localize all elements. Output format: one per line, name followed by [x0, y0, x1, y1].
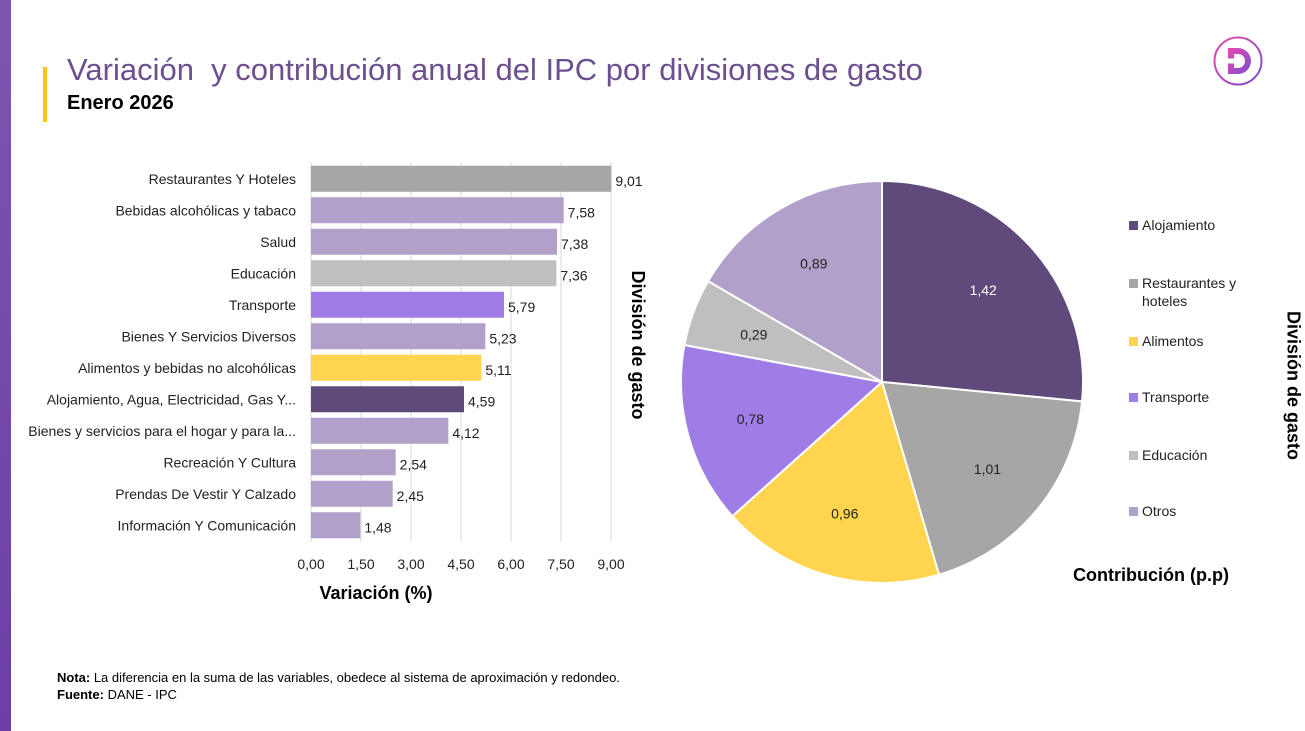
- category-label: Bienes Y Servicios Diversos: [121, 328, 296, 344]
- legend-label: Otros: [1142, 503, 1177, 519]
- bar-value-label: 5,23: [489, 330, 516, 346]
- category-label: Restaurantes Y Hoteles: [149, 171, 296, 187]
- footnotes: Nota: La diferencia en la suma de las va…: [57, 669, 620, 703]
- bar-value-label: 7,58: [568, 204, 595, 220]
- legend-label: Transporte: [1142, 389, 1210, 405]
- bar-x-axis-title: Variación (%): [319, 583, 432, 603]
- legend-label: Alimentos: [1142, 333, 1204, 349]
- bar: [311, 417, 449, 444]
- bar: [311, 323, 486, 350]
- category-label: Información Y Comunicación: [118, 517, 296, 533]
- pie-slice-label: 0,29: [740, 326, 767, 342]
- variation-bar-chart: 0,00 1,50 3,00 4,50 6,00 7,50 9,00 Restaurantes…: [28, 162, 648, 603]
- category-label: Transporte: [229, 297, 296, 313]
- category-label: Educación: [231, 265, 296, 281]
- legend-label: Educación: [1142, 447, 1208, 463]
- bar-value-label: 4,12: [452, 425, 479, 441]
- pie-slice: [680, 343, 885, 518]
- bar-y-axis-title: División de gasto: [628, 270, 648, 419]
- fuente-line: Fuente: DANE - IPC: [57, 686, 620, 703]
- legend-swatch: [1129, 221, 1138, 230]
- nota-text: La diferencia en la suma de las variable…: [90, 670, 620, 685]
- bar: [311, 480, 393, 507]
- bar: [311, 197, 564, 224]
- pie-x-axis-title: Contribución (p.p): [1073, 565, 1229, 585]
- legend-swatch: [1129, 393, 1138, 402]
- category-label: Salud: [260, 234, 296, 250]
- bar-value-label: 7,36: [560, 267, 587, 283]
- bar-value-label: 9,01: [615, 173, 642, 189]
- pie-slice-label: 0,78: [737, 411, 764, 427]
- x-tick-label: 0,00: [297, 556, 324, 572]
- bar: [311, 228, 557, 255]
- legend-swatch: [1129, 279, 1138, 288]
- pie-slice: [881, 179, 1084, 403]
- pie-side-title-wrapper: División de gasto: [1283, 300, 1304, 470]
- category-label: Alimentos y bebidas no alcohólicas: [78, 360, 296, 376]
- pie-slice-label: 1,42: [970, 282, 997, 298]
- bar: [311, 165, 612, 192]
- title-accent-bar: [43, 67, 47, 122]
- page-subtitle: Enero 2026: [67, 92, 174, 114]
- x-tick-label: 1,50: [347, 556, 374, 572]
- bar: [311, 449, 396, 476]
- x-tick-label: 4,50: [447, 556, 474, 572]
- legend-label: Alojamiento: [1142, 217, 1216, 233]
- pie-slice-label: 0,89: [800, 256, 827, 272]
- bar: [311, 386, 464, 413]
- category-label: Bebidas alcohólicas y tabaco: [115, 202, 296, 218]
- bar-value-label: 5,79: [508, 299, 535, 315]
- x-tick-label: 3,00: [397, 556, 424, 572]
- category-label: Prendas De Vestir Y Calzado: [115, 486, 296, 502]
- pie-side-title: División de gasto: [1283, 310, 1304, 461]
- pie-slice: [730, 380, 941, 584]
- nota-line: Nota: La diferencia en la suma de las va…: [57, 669, 620, 686]
- contribution-pie-chart: 1,42 1,01 0,96 0,78 0,29 0,89: [680, 179, 1084, 584]
- x-tick-label: 6,00: [497, 556, 524, 572]
- legend-label: Restaurantes y hoteles: [1142, 275, 1237, 309]
- bar-value-label: 7,38: [561, 236, 588, 252]
- pie-slice: [880, 380, 1084, 576]
- bar-value-label: 4,59: [468, 393, 495, 409]
- dane-logo-icon: [1213, 36, 1263, 86]
- bar: [311, 354, 482, 381]
- bar-value-label: 5,11: [485, 362, 511, 378]
- category-label: Recreación Y Cultura: [163, 454, 296, 470]
- bar: [311, 260, 557, 287]
- pie-slice-label: 0,96: [831, 506, 858, 522]
- x-tick-label: 9,00: [597, 556, 624, 572]
- fuente-label: Fuente:: [57, 687, 104, 702]
- pie-slice: [706, 179, 883, 384]
- bar: [311, 512, 361, 539]
- left-decorative-band: [0, 0, 11, 731]
- bar-value-label: 2,45: [397, 488, 424, 504]
- bar-value-label: 2,54: [400, 456, 427, 472]
- bar: [311, 291, 504, 318]
- x-tick-label: 7,50: [547, 556, 574, 572]
- category-label: Alojamiento, Agua, Electricidad, Gas Y..…: [47, 391, 296, 407]
- legend-swatch: [1129, 507, 1138, 516]
- category-label: Bienes y servicios para el hogar y para …: [28, 423, 296, 439]
- legend-swatch: [1129, 337, 1138, 346]
- fuente-text: DANE - IPC: [103, 687, 177, 702]
- bar-value-label: 1,48: [364, 519, 391, 535]
- nota-label: Nota:: [57, 670, 91, 685]
- pie-slice-label: 1,01: [974, 461, 1001, 477]
- legend-swatch: [1129, 451, 1138, 460]
- page-title: Variación y contribución anual del IPC p…: [67, 52, 923, 87]
